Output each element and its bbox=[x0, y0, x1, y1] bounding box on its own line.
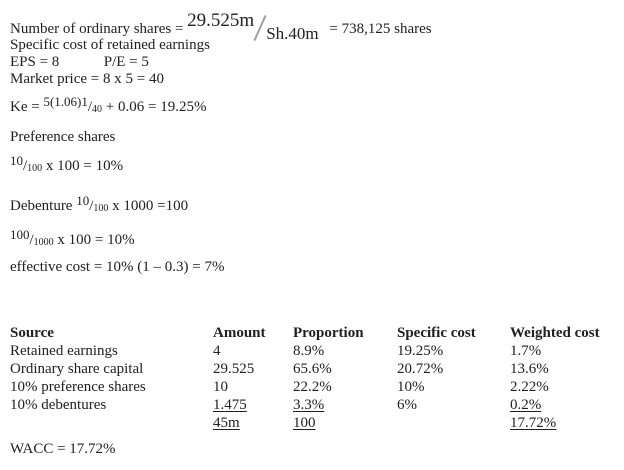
underlined-value: 100 bbox=[293, 415, 316, 431]
cell-specific-cost: 10% bbox=[397, 379, 425, 395]
fraction-denominator: Sh.40m bbox=[266, 24, 319, 43]
debenture-calc-2: 100/1000 x 100 = 10% bbox=[10, 226, 135, 252]
cell-proportion-total: 100 bbox=[293, 414, 397, 432]
effective-cost-line: effective cost = 10% (1 – 0.3) = 7% bbox=[10, 259, 225, 275]
preference-calc: 10/100 x 100 = 10% bbox=[10, 152, 123, 178]
cell-specific-cost: 6% bbox=[397, 397, 417, 413]
eps-value: EPS = 8 bbox=[10, 54, 60, 70]
ke-suffix: + 0.06 = 19.25% bbox=[102, 99, 207, 115]
col-header-amount: Amount bbox=[213, 325, 266, 341]
preference-shares-heading: Preference shares bbox=[10, 129, 116, 145]
cell-amount: 29.525 bbox=[213, 361, 255, 377]
cell-proportion: 22.2% bbox=[293, 379, 332, 395]
market-price-line: Market price = 8 x 5 = 40 bbox=[10, 71, 164, 87]
table-row: 10% debentures 1.475 3.3% 6% 0.2% bbox=[10, 396, 620, 414]
ke-numerator: 5(1.06)1 bbox=[43, 94, 88, 109]
wacc-table: Source Amount Proportion Specific cost W… bbox=[10, 324, 620, 432]
cell-source: 10% debentures bbox=[10, 397, 107, 413]
cell-amount: 4 bbox=[213, 343, 221, 359]
ke-denominator: 40 bbox=[92, 104, 103, 115]
debenture-calc: Debenture 10/100 x 1000 =100 bbox=[10, 192, 188, 218]
cell-weighted-cost: 13.6% bbox=[510, 361, 549, 377]
cell-source: Retained earnings bbox=[10, 343, 118, 359]
debenture2-slash: / bbox=[29, 232, 34, 248]
ke-slash: / bbox=[87, 99, 93, 115]
underlined-value: 17.72% bbox=[510, 415, 557, 431]
debenture2-numerator: 100 bbox=[10, 227, 30, 242]
cell-proportion: 65.6% bbox=[293, 361, 332, 377]
table-header-row: Source Amount Proportion Specific cost W… bbox=[10, 324, 620, 342]
debenture-slash: / bbox=[89, 198, 94, 214]
table-row: 10% preference shares 10 22.2% 10% 2.22% bbox=[10, 378, 620, 396]
ke-formula: Ke = 5(1.06)1/40 + 0.06 = 19.25% bbox=[10, 93, 206, 119]
underlined-value: 3.3% bbox=[293, 397, 325, 413]
debenture-numerator: 10 bbox=[76, 193, 90, 208]
col-header-source: Source bbox=[10, 325, 54, 341]
preference-slash: / bbox=[23, 158, 28, 174]
col-header-proportion: Proportion bbox=[293, 325, 364, 341]
eps-pe-line: EPS = 8 P/E = 5 bbox=[10, 53, 149, 71]
retained-earnings-heading: Specific cost of retained earnings bbox=[10, 37, 210, 53]
ordinary-shares-formula: Number of ordinary shares = 29.525m Sh.40… bbox=[10, 11, 432, 43]
fraction-numerator: 29.525m bbox=[187, 10, 255, 31]
cell-proportion: 8.9% bbox=[293, 343, 325, 359]
underlined-value: 0.2% bbox=[510, 397, 542, 413]
cell-specific-cost: 20.72% bbox=[397, 361, 444, 377]
cell-amount: 10 bbox=[213, 379, 228, 395]
underlined-value: 45m bbox=[213, 415, 240, 431]
table-row: Ordinary share capital 29.525 65.6% 20.7… bbox=[10, 360, 620, 378]
table-totals-row: 45m 100 17.72% bbox=[10, 414, 620, 432]
preference-numerator: 10 bbox=[10, 153, 23, 168]
fraction-slash bbox=[253, 14, 267, 42]
debenture-suffix: x 1000 =100 bbox=[108, 198, 189, 214]
cell-weighted-cost: 1.7% bbox=[510, 343, 542, 359]
cell-amount-total: 45m bbox=[213, 414, 293, 432]
col-header-weighted-cost: Weighted cost bbox=[510, 325, 600, 341]
cell-weighted-cost: 2.22% bbox=[510, 379, 549, 395]
cell-source: 10% preference shares bbox=[10, 379, 146, 395]
formula-result: = 738,125 shares bbox=[329, 21, 432, 37]
formula-prefix: Number of ordinary shares = bbox=[10, 21, 184, 37]
debenture2-suffix: x 100 = 10% bbox=[53, 232, 135, 248]
preference-denominator: 100 bbox=[27, 163, 43, 174]
cell-weighted-cost: 0.2% bbox=[510, 396, 620, 414]
cell-source: Ordinary share capital bbox=[10, 361, 144, 377]
col-header-specific-cost: Specific cost bbox=[397, 325, 476, 341]
debenture-prefix: Debenture bbox=[10, 198, 77, 214]
table-row: Retained earnings 4 8.9% 19.25% 1.7% bbox=[10, 342, 620, 360]
cell-source bbox=[10, 414, 213, 432]
cell-weighted-cost-total: 17.72% bbox=[510, 414, 620, 432]
debenture2-denominator: 1000 bbox=[33, 237, 54, 248]
cell-amount: 1.475 bbox=[213, 396, 293, 414]
cell-proportion: 3.3% bbox=[293, 396, 397, 414]
debenture-denominator: 100 bbox=[93, 203, 109, 214]
preference-suffix: x 100 = 10% bbox=[42, 158, 124, 174]
cell-specific-cost bbox=[397, 414, 510, 432]
underlined-value: 1.475 bbox=[213, 397, 247, 413]
wacc-result-line: WACC = 17.72% bbox=[10, 441, 116, 457]
cell-specific-cost: 19.25% bbox=[397, 343, 444, 359]
pe-value: P/E = 5 bbox=[103, 54, 149, 70]
ke-prefix: Ke = bbox=[10, 99, 44, 115]
